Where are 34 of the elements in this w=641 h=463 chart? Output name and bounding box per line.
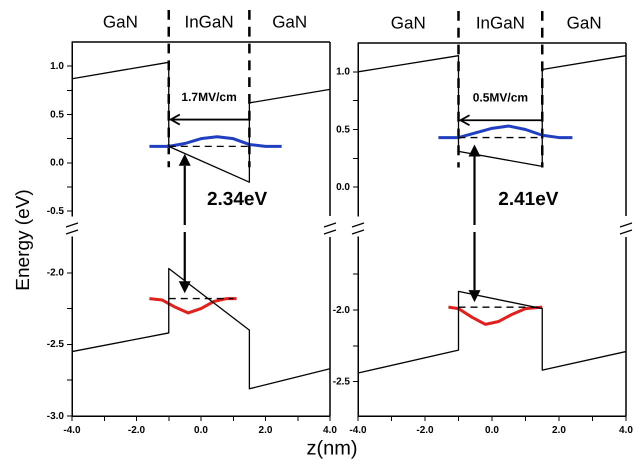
x-tick-label: -4.0	[349, 424, 368, 436]
y-tick-label: -2.0	[46, 268, 64, 279]
annotation: 2.34eV	[206, 189, 268, 210]
x-tick-label: -2.0	[416, 424, 434, 436]
text: InGaN	[476, 14, 525, 33]
y-tick-label: -3.0	[46, 410, 64, 422]
y-tick-label: 0.0	[336, 182, 350, 193]
y-tick-label: -2.5	[332, 376, 350, 388]
y-tick-label: -2.0	[332, 304, 350, 316]
text: GaN	[566, 14, 602, 33]
y-tick-label: 0.0	[50, 158, 64, 169]
annotation: 0.5MV/cm	[472, 90, 528, 105]
annotation: 1.7MV/cm	[181, 90, 237, 104]
y-tick-label: 0.5	[50, 109, 64, 120]
x-tick-label: 2.0	[552, 424, 566, 436]
x-tick-label: -2.0	[128, 424, 146, 436]
y-tick-label: 0.5	[336, 124, 350, 136]
x-tick-label: -4.0	[63, 424, 82, 436]
text: GaN	[102, 12, 138, 32]
y-tick-label: 1.0	[50, 60, 64, 72]
annotation: 2.41eV	[498, 189, 559, 210]
text: GaN	[390, 14, 426, 33]
x-tick-label: 0.0	[485, 424, 500, 436]
y-tick-label: 1.0	[336, 66, 350, 78]
x-axis-title: z(nm)	[306, 438, 358, 460]
x-tick-label: 2.0	[258, 424, 273, 436]
text: GaN	[272, 12, 308, 32]
y-axis-title: Energy (eV)	[13, 189, 35, 291]
x-tick-label: 4.0	[323, 424, 338, 436]
x-tick-label: 4.0	[619, 424, 634, 436]
x-tick-label: 0.0	[194, 424, 208, 436]
y-tick-label: -0.5	[46, 206, 64, 217]
y-tick-label: -2.5	[46, 339, 64, 350]
text: InGaN	[184, 12, 234, 32]
